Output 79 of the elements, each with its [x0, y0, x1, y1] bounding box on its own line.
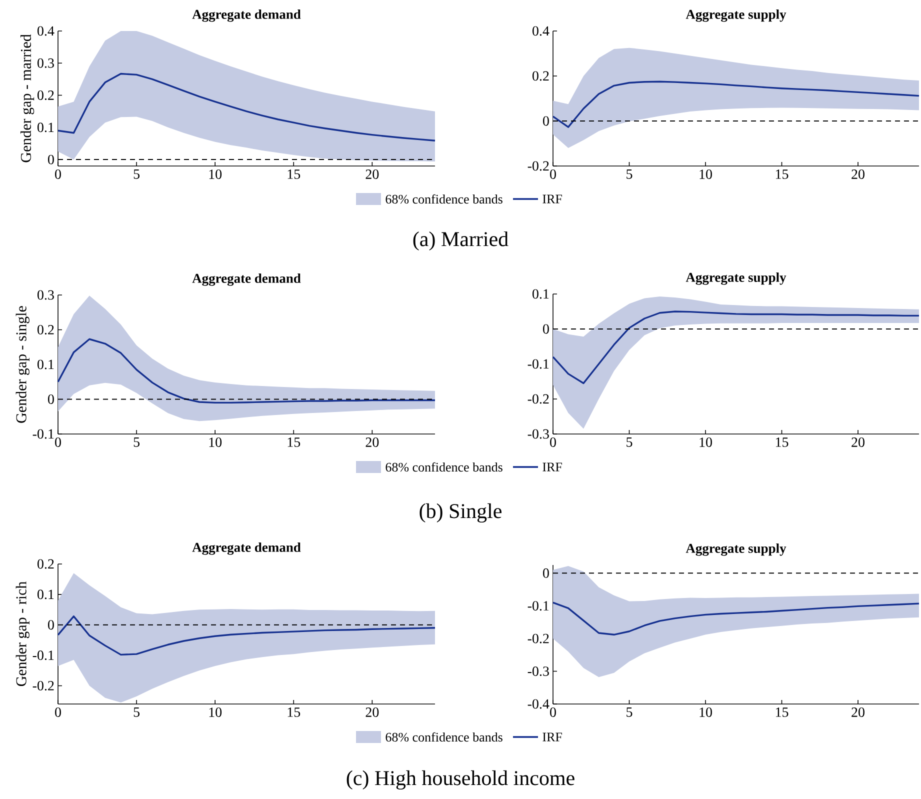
y-axis-title: Gender gap - single	[16, 306, 30, 423]
x-tick-label: 20	[366, 708, 379, 717]
x-tick-label: 5	[626, 170, 632, 179]
text: 68% confidence bands	[386, 194, 502, 204]
text: (a) Married	[413, 231, 508, 251]
y-tick-label: 0	[48, 154, 54, 164]
x-tick-label: 15	[776, 708, 788, 717]
y-tick-label: 0.2	[532, 71, 549, 81]
x-tick-label: 0	[55, 170, 61, 179]
chart-title: Aggregate supply	[686, 9, 786, 22]
x-tick-label: 10	[209, 438, 222, 447]
y-tick-label: 0.2	[38, 90, 54, 100]
y-tick-label: -0.2	[528, 161, 549, 171]
y-tick-label: 0.2	[38, 324, 54, 334]
x-tick-label: 5	[134, 438, 140, 447]
x-tick-label: 20	[852, 708, 864, 717]
y-tick-label: 0	[543, 116, 549, 126]
y-tick-label: -0.1	[32, 650, 54, 660]
chart-title: Aggregate supply	[686, 272, 786, 285]
y-axis-title: Gender gap - rich	[16, 582, 30, 686]
x-tick-label: 0	[550, 438, 556, 447]
y-tick-label: 0.2	[38, 559, 54, 569]
y-tick-label: 0.4	[532, 26, 550, 36]
y-tick-label: -0.2	[32, 680, 54, 690]
x-tick-label: 5	[626, 708, 632, 717]
y-tick-label: 0.3	[38, 290, 54, 300]
x-tick-label: 5	[134, 708, 140, 717]
y-tick-label: 0	[48, 394, 54, 404]
x-tick-label: 5	[134, 170, 140, 179]
chart-title: Aggregate demand	[192, 273, 301, 286]
legend-label: IRF	[542, 732, 562, 742]
y-tick-label: -0.4	[528, 699, 550, 709]
y-tick-label: -0.1	[528, 359, 549, 369]
x-tick-label: 10	[209, 708, 222, 717]
x-tick-label: 10	[209, 170, 222, 179]
text: (c) High household income	[346, 770, 574, 790]
text: 68% confidence bands	[386, 462, 502, 472]
text: 68% confidence bands	[386, 732, 502, 742]
x-tick-label: 20	[366, 170, 379, 179]
y-tick-label: 0.1	[38, 122, 54, 132]
y-tick-label: -0.3	[528, 429, 549, 439]
y-tick-label: 0	[48, 620, 54, 630]
y-axis-title: Gender gap - married	[20, 34, 34, 162]
y-tick-label: -0.3	[528, 666, 549, 676]
text: (b) Single	[420, 503, 502, 523]
y-tick-label: 0.3	[38, 58, 54, 68]
x-tick-label: 15	[288, 708, 300, 717]
x-tick-label: 10	[700, 170, 712, 179]
y-tick-label: 0	[543, 324, 549, 334]
y-tick-label: -0.1	[32, 429, 54, 439]
x-tick-label: 0	[55, 438, 61, 447]
x-tick-label: 15	[776, 170, 788, 179]
y-tick-label: -0.2	[528, 394, 549, 404]
x-tick-label: 0	[55, 708, 61, 717]
x-tick-label: 0	[550, 170, 556, 179]
line-series	[552, 602, 920, 636]
chart-title: Aggregate demand	[192, 542, 301, 555]
y-tick-label: 0.1	[38, 590, 54, 600]
chart-title: Aggregate supply	[686, 543, 786, 556]
y-tick-label: 0	[543, 568, 549, 578]
x-tick-label: 15	[288, 170, 300, 179]
x-tick-label: 15	[288, 438, 300, 447]
x-tick-label: 5	[626, 438, 632, 447]
y-tick-label: 0.1	[38, 360, 54, 370]
x-tick-label: 10	[700, 438, 712, 447]
x-tick-label: 10	[700, 708, 712, 717]
line-series	[552, 80, 920, 128]
x-tick-label: 0	[550, 708, 556, 717]
y-tick-label: -0.1	[528, 601, 549, 611]
y-tick-label: -0.2	[528, 634, 549, 644]
legend-label: IRF	[542, 194, 562, 204]
legend-label: IRF	[542, 462, 562, 472]
x-tick-label: 20	[852, 170, 864, 179]
y-tick-label: 0.1	[532, 289, 549, 299]
x-tick-label: 20	[366, 438, 379, 447]
y-tick-label: 0.4	[38, 26, 54, 36]
x-tick-label: 20	[852, 438, 864, 447]
x-tick-label: 15	[776, 438, 788, 447]
chart-title: Aggregate demand	[192, 9, 301, 22]
